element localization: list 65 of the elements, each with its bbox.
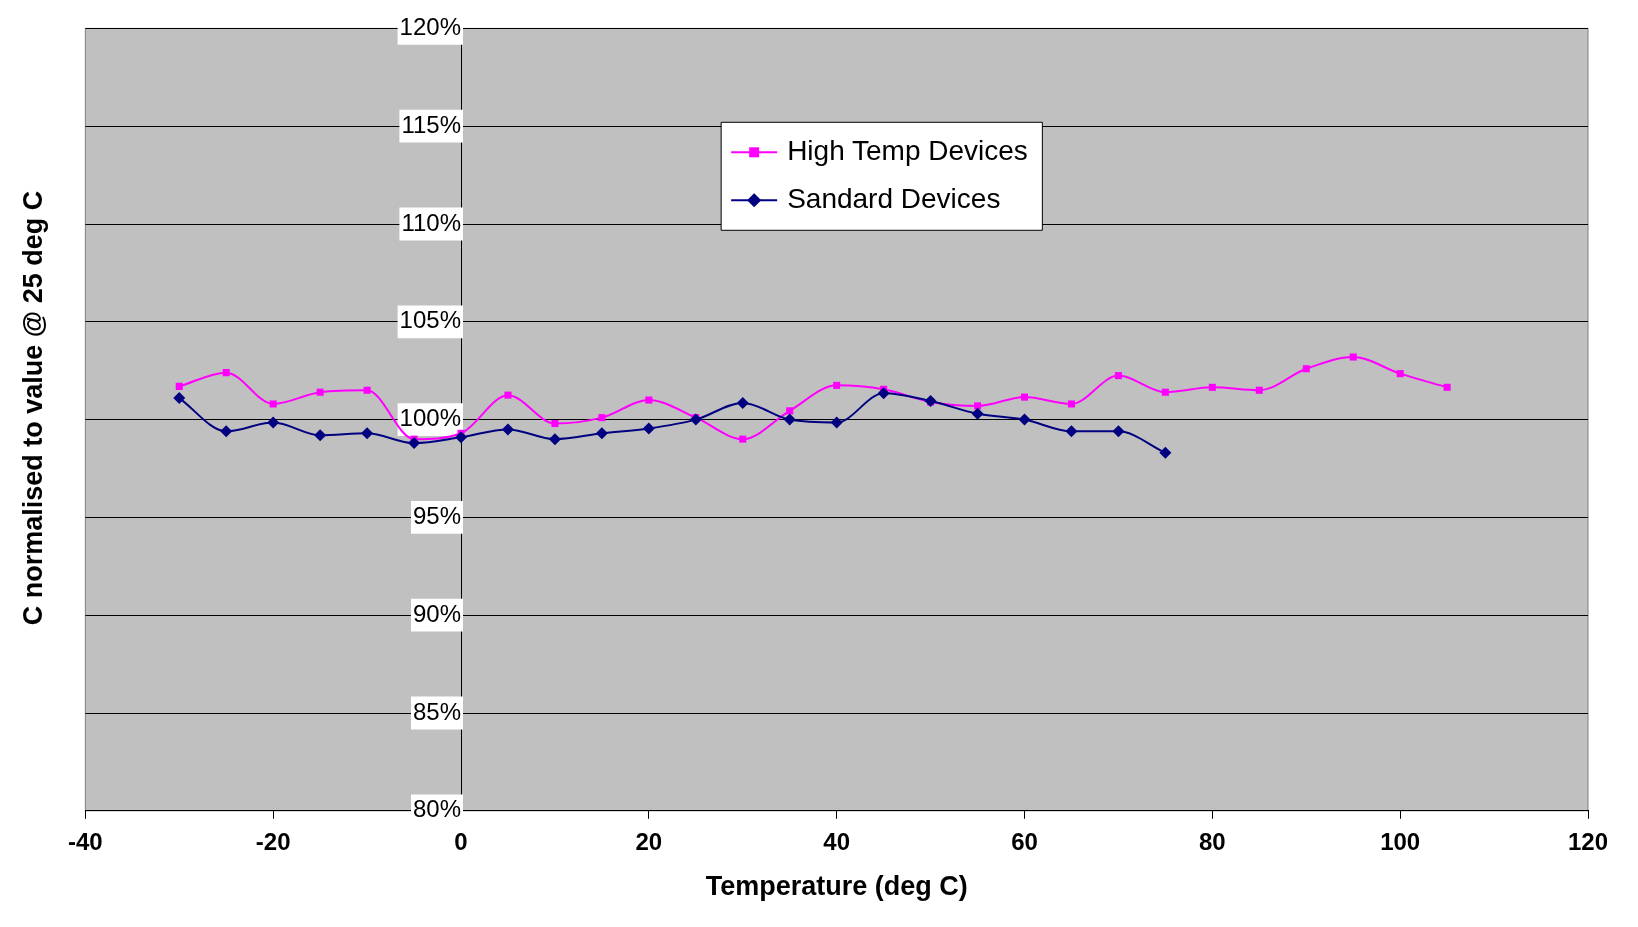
point [598,414,606,422]
point [1114,372,1122,380]
point [455,431,468,444]
x-tick-label: 80 [1198,827,1226,855]
y-tick-label: 105% [399,306,462,334]
point [1396,370,1404,378]
point [783,413,796,426]
point [551,419,559,428]
y-tick-label: 120% [399,13,462,41]
point [269,400,277,408]
point [974,402,982,410]
y-tick-label: 85% [412,697,462,725]
y-tick-label: 100% [399,404,462,432]
point [1208,383,1216,391]
x-axis-title: Temperature (deg C) [705,871,968,902]
point [267,416,280,429]
point [1443,383,1451,391]
point [175,382,183,390]
point [877,387,890,400]
point [1302,365,1310,373]
y-tick-label: 115% [401,110,462,138]
legend-label: Sandard Devices [787,183,1001,215]
point [595,427,608,440]
point [1161,388,1169,396]
point [222,369,230,377]
point [220,425,233,438]
point [501,423,514,436]
point [645,396,653,404]
x-tick-label: -40 [68,827,103,855]
point [548,433,561,446]
point [1112,425,1125,438]
point [786,407,794,415]
x-tick-label: -20 [255,827,291,855]
x-tick-label: 60 [1011,827,1038,855]
point [1018,413,1031,426]
point [504,391,512,399]
point [739,435,747,443]
point [642,422,655,435]
point [830,416,843,429]
point [1349,353,1357,361]
y-tick-label: 80% [412,795,462,823]
y-axis-title: C normalised to value @ 25 deg C [17,190,49,626]
y-tick-label: 90% [412,599,462,627]
point [833,381,841,389]
point [1159,446,1172,459]
x-tick-label: 40 [823,827,851,855]
x-tick-label: 100 [1380,827,1421,855]
point [1255,386,1263,394]
point [1020,393,1029,401]
point [1067,400,1075,408]
x-tick-label: 120 [1567,827,1609,855]
point [1065,425,1078,438]
point [971,407,984,420]
point [361,427,374,440]
point [173,392,186,405]
x-tick-label: 0 [454,827,468,855]
point [314,429,327,442]
point [316,388,324,396]
y-tick-label: 110% [401,208,462,236]
y-tick-label: 95% [412,502,462,530]
point [363,386,371,394]
point [689,413,702,426]
point [736,396,749,409]
legend-label: High Temp Devices [787,135,1028,167]
x-tick-label: 20 [635,827,663,855]
